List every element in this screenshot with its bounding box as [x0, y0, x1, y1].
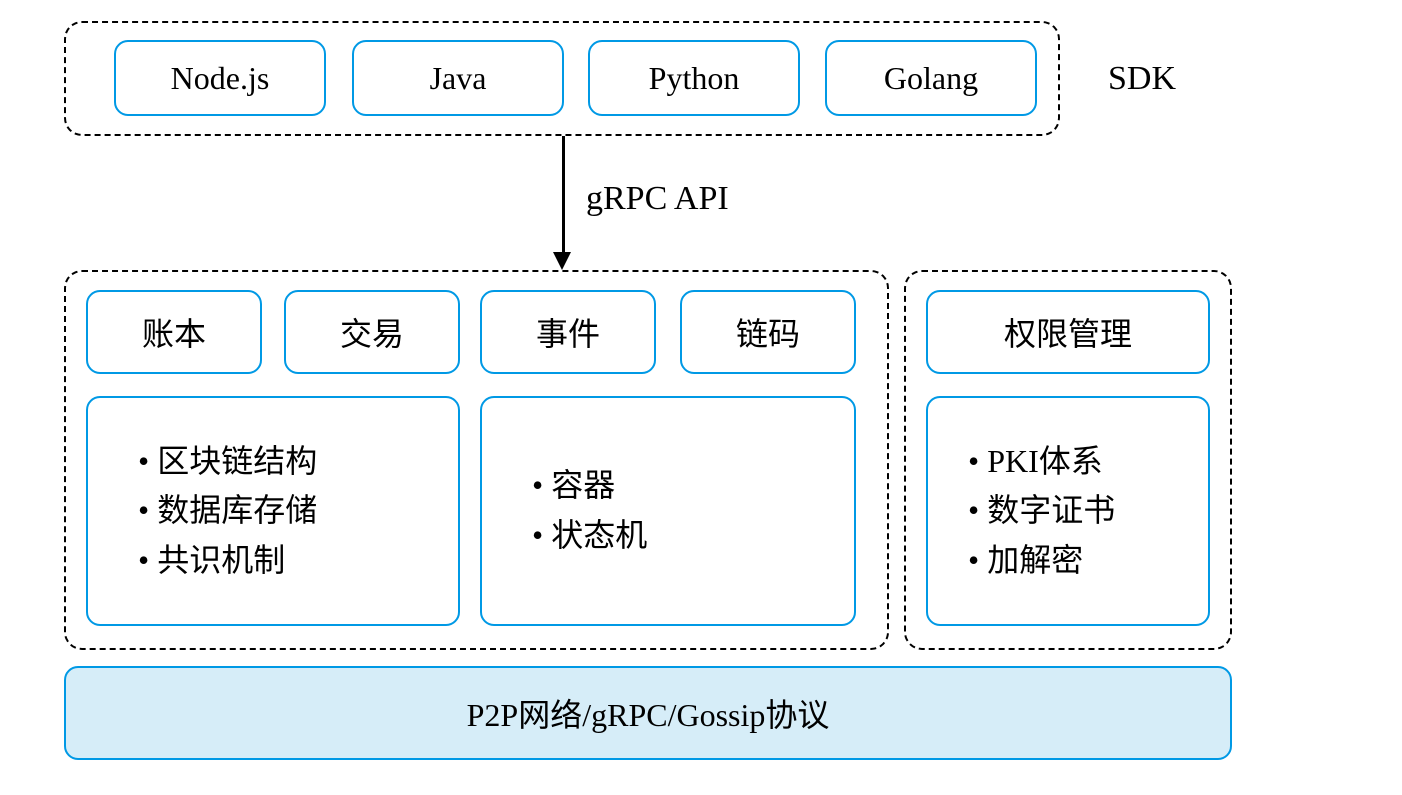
core-detail-left-item-2: • 共识机制	[138, 536, 428, 586]
core-detail-left: • 区块链结构 • 数据库存储 • 共识机制	[86, 396, 460, 626]
core-ledger-label: 账本	[142, 309, 206, 355]
perm-detail-item-0: • PKI体系	[968, 437, 1178, 487]
perm-header: 权限管理	[926, 290, 1210, 374]
sdk-nodejs-label: Node.js	[171, 60, 270, 97]
core-transaction: 交易	[284, 290, 460, 374]
grpc-api-label: gRPC API	[586, 180, 729, 218]
grpc-arrow-head	[553, 252, 571, 270]
core-detail-right: • 容器 • 状态机	[480, 396, 856, 626]
sdk-nodejs: Node.js	[114, 40, 326, 116]
sdk-python-label: Python	[649, 60, 740, 97]
sdk-golang: Golang	[825, 40, 1037, 116]
core-chaincode: 链码	[680, 290, 856, 374]
core-detail-left-item-1: • 数据库存储	[138, 486, 428, 536]
core-detail-right-item-1: • 状态机	[532, 511, 824, 561]
core-detail-left-item-0: • 区块链结构	[138, 437, 428, 487]
network-layer-label: P2P网络/gRPC/Gossip协议	[467, 690, 830, 736]
core-detail-right-item-0: • 容器	[532, 461, 824, 511]
sdk-java: Java	[352, 40, 564, 116]
sdk-python: Python	[588, 40, 800, 116]
perm-header-label: 权限管理	[1004, 309, 1132, 355]
perm-detail-item-2: • 加解密	[968, 536, 1178, 586]
core-ledger: 账本	[86, 290, 262, 374]
core-chaincode-label: 链码	[736, 309, 800, 355]
core-transaction-label: 交易	[340, 309, 404, 355]
grpc-arrow-line	[562, 136, 565, 256]
sdk-java-label: Java	[430, 60, 487, 97]
sdk-label: SDK	[1108, 60, 1176, 98]
core-event: 事件	[480, 290, 656, 374]
perm-detail-item-1: • 数字证书	[968, 486, 1178, 536]
perm-detail: • PKI体系 • 数字证书 • 加解密	[926, 396, 1210, 626]
core-event-label: 事件	[536, 309, 600, 355]
sdk-golang-label: Golang	[884, 60, 978, 97]
network-layer: P2P网络/gRPC/Gossip协议	[64, 666, 1232, 760]
architecture-diagram: Node.js Java Python Golang SDK gRPC API …	[20, 20, 1382, 775]
